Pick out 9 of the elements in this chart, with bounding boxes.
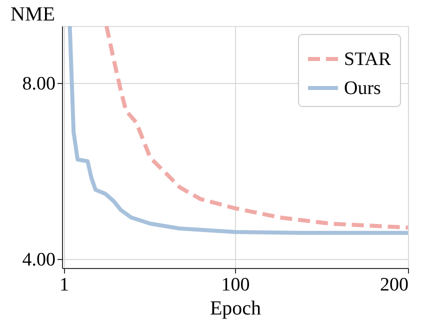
x-tick-label: 200 (380, 274, 408, 296)
y-axis-title: NME (10, 4, 55, 26)
x-tick-label: 100 (221, 274, 250, 296)
y-tick-label: 8.00 (22, 74, 56, 95)
x-tick-label: 1 (59, 274, 69, 296)
x-axis-title: Epoch (210, 298, 262, 320)
legend-label: STAR (344, 49, 392, 70)
legend-label: Ours (344, 78, 381, 99)
y-tick-label: 4.00 (22, 249, 56, 270)
